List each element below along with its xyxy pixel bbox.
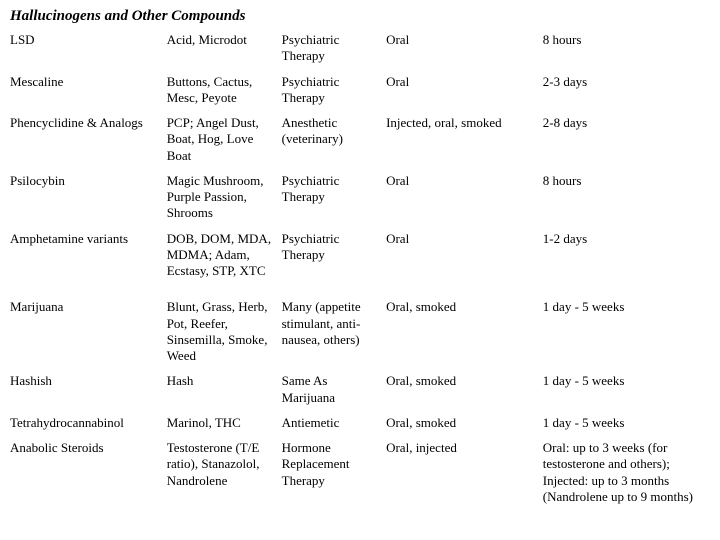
table-row: HashishHashSame As MarijuanaOral, smoked…: [10, 370, 710, 412]
table-row: LSDAcid, MicrodotPsychiatric TherapyOral…: [10, 29, 710, 71]
cell-duration: 8 hours: [543, 29, 710, 71]
cell-street: DOB, DOM, MDA, MDMA; Adam, Ecstasy, STP,…: [167, 228, 282, 286]
cell-use: Psychiatric Therapy: [282, 170, 386, 228]
cell-street: Testosterone (T/E ratio), Stanazolol, Na…: [167, 437, 282, 511]
cell-name: Hashish: [10, 370, 167, 412]
cell-name: Anabolic Steroids: [10, 437, 167, 511]
cell-route: Oral, smoked: [386, 285, 543, 370]
cell-street: Buttons, Cactus, Mesc, Peyote: [167, 71, 282, 113]
drug-table: LSDAcid, MicrodotPsychiatric TherapyOral…: [10, 29, 710, 511]
cell-duration: 2-8 days: [543, 112, 710, 170]
table-row: MescalineButtons, Cactus, Mesc, PeyotePs…: [10, 71, 710, 113]
cell-duration: Oral: up to 3 weeks (for testosterone an…: [543, 437, 710, 511]
cell-name: Phencyclidine & Analogs: [10, 112, 167, 170]
cell-use: Antiemetic: [282, 412, 386, 437]
table-row: Anabolic SteroidsTestosterone (T/E ratio…: [10, 437, 710, 511]
cell-name: Amphetamine variants: [10, 228, 167, 286]
cell-street: Hash: [167, 370, 282, 412]
cell-duration: 8 hours: [543, 170, 710, 228]
cell-use: Many (appetite stimulant, anti-nausea, o…: [282, 285, 386, 370]
cell-duration: 1 day - 5 weeks: [543, 412, 710, 437]
cell-use: Same As Marijuana: [282, 370, 386, 412]
cell-name: Mescaline: [10, 71, 167, 113]
cell-route: Oral: [386, 170, 543, 228]
cell-duration: 1-2 days: [543, 228, 710, 286]
cell-street: PCP; Angel Dust, Boat, Hog, Love Boat: [167, 112, 282, 170]
cell-route: Oral: [386, 228, 543, 286]
cell-route: Oral: [386, 71, 543, 113]
cell-use: Anesthetic (veterinary): [282, 112, 386, 170]
cell-name: Tetrahydrocannabinol: [10, 412, 167, 437]
table-row: MarijuanaBlunt, Grass, Herb, Pot, Reefer…: [10, 285, 710, 370]
cell-duration: 2-3 days: [543, 71, 710, 113]
cell-duration: 1 day - 5 weeks: [543, 285, 710, 370]
cell-street: Marinol, THC: [167, 412, 282, 437]
cell-route: Oral, smoked: [386, 412, 543, 437]
cell-name: Psilocybin: [10, 170, 167, 228]
table-row: Phencyclidine & AnalogsPCP; Angel Dust, …: [10, 112, 710, 170]
cell-use: Psychiatric Therapy: [282, 228, 386, 286]
table-row: TetrahydrocannabinolMarinol, THCAntiemet…: [10, 412, 710, 437]
cell-duration: 1 day - 5 weeks: [543, 370, 710, 412]
cell-route: Oral, injected: [386, 437, 543, 511]
cell-street: Acid, Microdot: [167, 29, 282, 71]
table-row: Amphetamine variantsDOB, DOM, MDA, MDMA;…: [10, 228, 710, 286]
cell-route: Injected, oral, smoked: [386, 112, 543, 170]
table-row: PsilocybinMagic Mushroom, Purple Passion…: [10, 170, 710, 228]
section-title: Hallucinogens and Other Compounds: [10, 8, 710, 25]
cell-name: Marijuana: [10, 285, 167, 370]
cell-route: Oral, smoked: [386, 370, 543, 412]
cell-use: Psychiatric Therapy: [282, 71, 386, 113]
cell-name: LSD: [10, 29, 167, 71]
cell-street: Magic Mushroom, Purple Passion, Shrooms: [167, 170, 282, 228]
cell-use: Psychiatric Therapy: [282, 29, 386, 71]
cell-street: Blunt, Grass, Herb, Pot, Reefer, Sinsemi…: [167, 285, 282, 370]
cell-route: Oral: [386, 29, 543, 71]
cell-use: Hormone Replacement Therapy: [282, 437, 386, 511]
